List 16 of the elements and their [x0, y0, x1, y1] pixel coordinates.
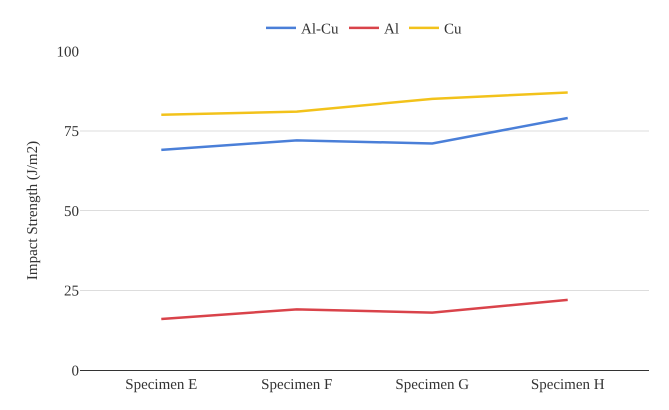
- legend-label: Al-Cu: [301, 22, 339, 38]
- legend-label: Cu: [444, 22, 462, 38]
- y-tick-label: 25: [64, 284, 79, 300]
- x-tick-label: Specimen F: [261, 377, 332, 393]
- x-tick-label: Specimen E: [125, 377, 198, 393]
- y-tick-label: 100: [56, 44, 79, 60]
- x-tick-label: Specimen G: [395, 377, 470, 393]
- y-tick-label: 50: [64, 204, 79, 220]
- line-series: [160, 91, 569, 116]
- y-tick-label: 75: [64, 124, 79, 140]
- line-series: [160, 116, 569, 152]
- y-axis-title: Impact Strength (J/m2): [24, 140, 41, 280]
- line-series: [160, 298, 569, 320]
- legend-label: Al: [384, 22, 399, 38]
- y-tick-label: 0: [72, 363, 79, 380]
- x-tick-label: Specimen H: [530, 377, 605, 393]
